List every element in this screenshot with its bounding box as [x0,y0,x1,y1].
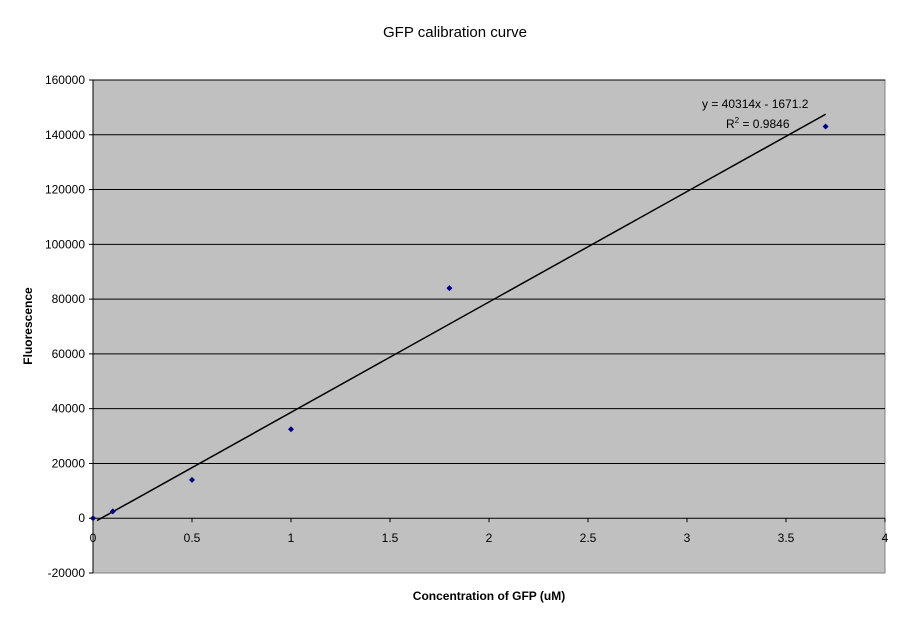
y-tick-label: 40000 [52,402,86,416]
data-point [109,508,116,515]
trendline-equation: y = 40314x - 1671.2 [702,97,809,111]
plot-area [92,79,886,574]
y-tick-label: 120000 [45,183,85,197]
x-tick-label: 2 [486,531,493,545]
data-points [90,123,829,522]
data-point [288,426,294,433]
data-point [446,285,453,292]
x-tick-label: 2.5 [580,531,597,545]
y-tick-label: 80000 [52,292,86,306]
y-axis-ticks: -20000 0 20000 40000 60000 80000 100000 120000 1… [45,73,93,580]
y-tick-label: 100000 [45,237,85,251]
x-tick-label: 1.5 [382,531,399,545]
trendline-r-squared: R2 = 0.9846 [726,116,790,131]
x-tick-label: 3 [684,531,691,545]
trendline [96,113,826,522]
data-point [189,476,195,483]
y-tick-label: -20000 [48,566,86,580]
trendline-group [96,113,826,522]
y-tick-label: 60000 [52,347,86,361]
x-tick-label: 1 [288,531,295,545]
y-tick-label: 160000 [45,73,85,87]
data-point [90,515,96,522]
x-axis-label: Concentration of GFP (uM) [413,589,565,603]
data-point [822,123,829,130]
x-tick-label: 4 [882,531,889,545]
x-axis-ticks: 0 0.5 1 1.5 2 2.5 3 3.5 4 [90,518,889,545]
x-tick-label: 3.5 [778,531,795,545]
y-tick-label: 0 [78,511,85,525]
x-tick-label: 0.5 [184,531,201,545]
y-tick-label: 140000 [45,128,85,142]
gridlines [93,79,885,464]
y-axis-label: Fluorescence [21,287,35,365]
y-tick-label: 20000 [52,456,86,470]
x-tick-label: 0 [90,531,97,545]
chart-title: GFP calibration curve [383,24,527,41]
